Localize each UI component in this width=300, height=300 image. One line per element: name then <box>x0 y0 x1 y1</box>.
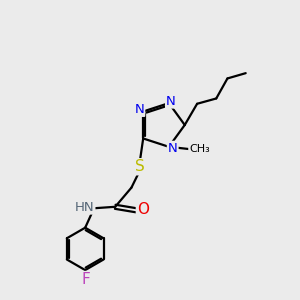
Text: N: N <box>134 103 144 116</box>
Text: N: N <box>168 142 178 155</box>
Text: CH₃: CH₃ <box>189 144 210 154</box>
Text: N: N <box>166 94 176 108</box>
Text: O: O <box>137 202 149 217</box>
Text: F: F <box>81 272 90 287</box>
Text: S: S <box>135 159 145 174</box>
Text: HN: HN <box>75 201 94 214</box>
